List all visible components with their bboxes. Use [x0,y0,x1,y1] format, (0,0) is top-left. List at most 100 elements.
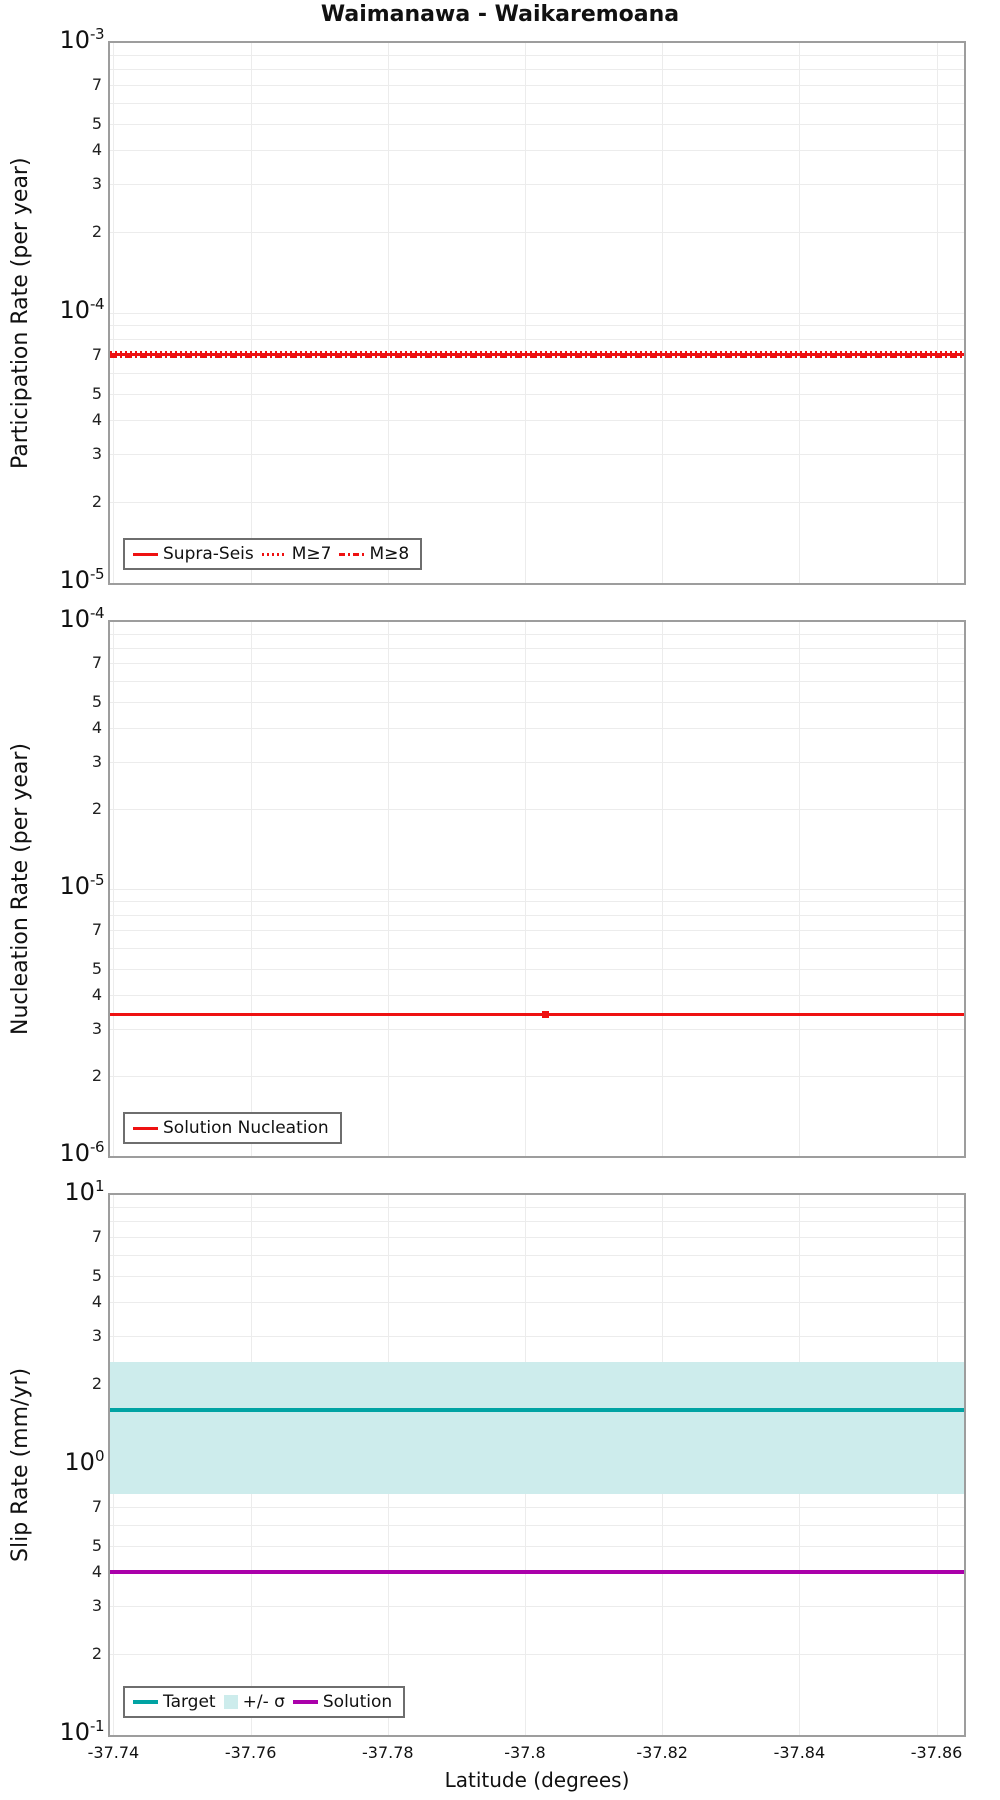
gridline-h-minor [110,420,964,422]
gridline-h-minor [110,1653,964,1655]
gridline-h-minor [110,1506,964,1508]
gridline-h-minor [110,339,964,341]
gridline-h-minor [110,647,964,649]
legend-label-m-ge-7: M≥7 [291,544,332,564]
chart-title: Waimanawa - Waikaremoana [320,2,680,27]
y-tick-label-minor: 4 [91,140,102,160]
gridline-h-minor [110,969,964,971]
gridline-h-minor [110,634,964,636]
gridline-h-minor [110,394,964,396]
supra-seis-line-swatch-icon [133,552,158,556]
legend-nucleation: Solution Nucleation [123,1112,342,1144]
y-tick-label-major: 10-3 [59,25,104,54]
gridline-h-minor [110,663,964,665]
legend-label-solution-nucleation: Solution Nucleation [163,1118,329,1138]
gridline-h-minor [110,1276,964,1278]
gridline-h-minor [110,948,964,950]
series-line-solid [110,1012,964,1016]
y-tick-label-major: 10-5 [59,565,104,594]
gridline-h-minor [110,1028,964,1030]
y-tick-label-major: 10-4 [59,295,104,324]
y-tick-label-minor: 3 [91,444,102,464]
m-ge-7-dotted-swatch-icon [261,552,287,556]
data-point-marker [542,1010,550,1018]
gridline-h-minor [110,184,964,186]
x-tick-label: -37.78 [362,1743,414,1762]
x-tick-label: -37.86 [910,1743,963,1762]
gridline-h-minor [110,1221,964,1223]
gridline-h-minor [110,914,964,916]
gridline-h-minor [110,1606,964,1608]
y-tick-label-minor: 3 [91,1596,102,1616]
legend-label-supra-seis: Supra-Seis [163,544,254,564]
panel-slip-rate: 101 2 3 4 5 7 100 2 3 4 5 7 10-1 -37.74 -37.76 -37.78 -3… [59,1178,966,1762]
y-tick-label-minor: 3 [91,1018,102,1038]
y-tick-label-minor: 7 [91,653,102,673]
solution-line-swatch-icon [292,1700,318,1704]
gridline-h-minor [110,231,964,233]
gridline-h-minor [110,1302,964,1304]
sigma-band [110,1362,964,1495]
legend-label-target: Target [163,1692,216,1712]
series-line-solid [110,353,964,357]
y-tick-label-minor: 2 [91,1373,102,1393]
y-tick-label-major: 10-4 [59,604,104,633]
panel-nucleation-rate: 10-4 2 3 4 5 7 10-5 2 3 4 5 7 10-6 [59,605,966,1166]
target-line-swatch-icon [133,1700,158,1704]
y-tick-label-minor: 4 [91,985,102,1005]
m-ge-8-dashdot-swatch-icon [339,552,365,556]
y-tick-label-minor: 2 [91,491,102,511]
y-tick-label-major: 100 [64,1447,104,1476]
legend-label-solution: Solution [322,1692,393,1712]
gridline-h-minor [110,1546,964,1548]
y-tick-label-minor: 7 [91,1226,102,1246]
y-tick-label-minor: 7 [91,920,102,940]
gridline-h-minor [110,501,964,503]
y-tick-label-major: 10-5 [59,871,104,900]
y-axis-label-slip-rate: Slip Rate (mm/yr) [8,1367,33,1563]
gridline-h-minor [110,808,964,810]
gridline-h-minor [110,702,964,704]
y-tick-label-minor: 2 [91,798,102,818]
gridline-h [110,313,964,314]
gridline-h-minor [110,102,964,104]
y-tick-label-minor: 7 [91,344,102,364]
series-line-dashdot [110,356,964,359]
gridline-h-minor [110,1236,964,1238]
y-tick-label-minor: 7 [91,1496,102,1516]
y-tick-label-minor: 3 [91,174,102,194]
gridline-h-minor [110,1524,964,1526]
y-tick-label-minor: 4 [91,1292,102,1312]
panel-participation-rate: 10-3 2 3 4 5 7 10-4 2 3 4 5 7 10-5 [59,26,966,593]
gridline-h-minor [110,84,964,86]
y-tick-label-minor: 7 [91,74,102,94]
gridline-h-minor [110,150,964,152]
gridline-h-minor [110,124,964,126]
y-tick-label-minor: 5 [91,692,102,712]
gridline-h-minor [110,55,964,57]
series-line-solid [110,1570,964,1575]
y-tick-label-minor: 2 [91,221,102,241]
x-tick-label: -37.84 [773,1743,826,1762]
gridline-h-minor [110,761,964,763]
y-axis-label-participation-rate: Participation Rate (per year) [8,157,33,469]
gridline-h [110,889,964,890]
gridline-h-minor [110,901,964,903]
gridline-h-minor [110,930,964,932]
y-tick-label-minor: 5 [91,114,102,134]
gridline-h-minor [110,681,964,683]
gridline-h-minor [110,1254,964,1256]
y-tick-label-major: 10-1 [59,1717,104,1746]
gridline-h-minor [110,1207,964,1209]
y-tick-label-major: 10-6 [59,1138,104,1167]
y-tick-label-minor: 5 [91,384,102,404]
legend-label-sigma: +/- σ [242,1692,285,1712]
series-line-solid [110,1407,964,1412]
gridline-h-minor [110,1336,964,1338]
y-tick-label-minor: 4 [91,410,102,430]
y-tick-label-minor: 4 [91,1562,102,1582]
y-tick-label-minor: 5 [91,1536,102,1556]
legend-slip-rate: Target +/- σ Solution [123,1686,406,1718]
gridline-h-minor [110,995,964,997]
